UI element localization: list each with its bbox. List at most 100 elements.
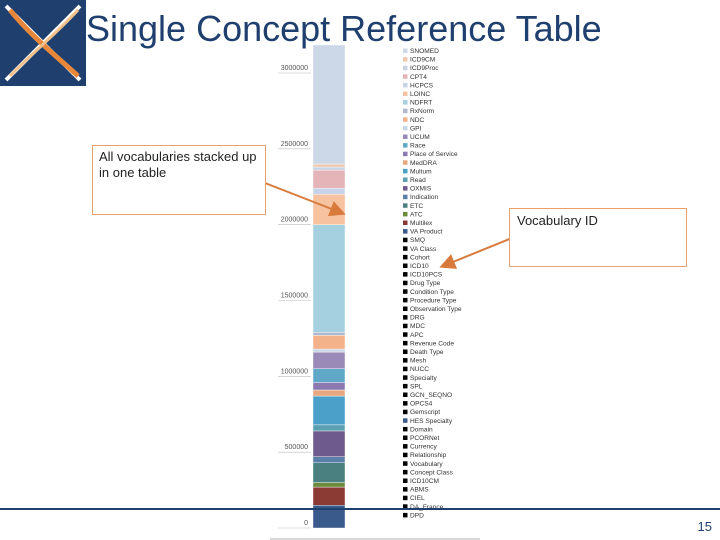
legend-label: Currency — [410, 444, 437, 451]
legend-swatch — [403, 478, 408, 483]
y-tick-label: 3000000 — [281, 65, 308, 72]
legend-swatch — [403, 469, 408, 475]
legend-swatch — [403, 444, 408, 449]
legend-swatch — [403, 74, 408, 79]
legend-swatch — [403, 203, 408, 208]
logo-light-arc — [8, 8, 80, 78]
legend-swatch — [403, 151, 408, 157]
legend-label: Multum — [410, 168, 432, 175]
legend-label: Drug Type — [410, 280, 441, 287]
stacked-bar-chart: 0 500000 1000000 1500000 2000000 2500000 30000… — [270, 45, 485, 540]
bottom-rule — [0, 508, 720, 510]
legend-swatch — [403, 297, 408, 303]
legend-label: DPD — [410, 512, 424, 519]
legend-label: DRG — [410, 315, 425, 322]
bar-segment — [312, 430, 346, 457]
y-tick-label: 1500000 — [281, 293, 308, 300]
legend-label: Relationship — [410, 452, 447, 459]
legend-label: ETC — [410, 203, 423, 210]
legend-label: Domain — [410, 426, 433, 433]
bar-segment — [312, 395, 346, 426]
legend-label: Revenue Code — [410, 340, 454, 347]
bar-segment — [312, 45, 346, 165]
legend-swatch — [403, 358, 408, 363]
legend-label: Specialty — [410, 375, 437, 382]
legend-swatch — [403, 340, 408, 346]
legend-swatch — [403, 160, 408, 165]
legend-label: Observation Type — [410, 306, 462, 313]
chart-svg: 0 500000 1000000 1500000 2000000 2500000 30000… — [270, 45, 480, 540]
legend-swatch — [403, 383, 408, 389]
legend-label: SPL — [410, 383, 423, 390]
y-tick-label: 0 — [304, 520, 308, 527]
legend-swatch — [403, 495, 408, 501]
legend-swatch — [403, 323, 408, 329]
legend-label: Read — [410, 177, 426, 184]
legend-swatch — [403, 82, 408, 88]
legend-swatch — [403, 366, 408, 372]
legend-swatch — [403, 289, 408, 294]
y-tick-label: 1000000 — [281, 368, 308, 375]
legend-label: Race — [410, 143, 426, 150]
legend-swatch — [403, 65, 408, 71]
legend-label: APC — [410, 332, 424, 339]
legend-swatch — [403, 186, 408, 191]
legend-swatch — [403, 272, 408, 277]
legend-label: ICD9Proc — [410, 65, 439, 72]
legend-label: HES Specialty — [410, 418, 453, 425]
legend-label: Death Type — [410, 349, 444, 356]
legend-label: MedDRA — [410, 160, 437, 167]
legend-label: VA Product — [410, 229, 443, 236]
legend-label: Mesh — [410, 358, 426, 365]
arrow-right — [439, 237, 513, 269]
legend-label: NDFRT — [410, 100, 432, 107]
legend-swatch — [403, 332, 408, 337]
callout-all-vocabularies: All vocabularies stacked up in one table — [92, 145, 266, 215]
bar-segment — [312, 224, 346, 333]
legend-swatch — [403, 91, 408, 96]
arrow-left — [264, 182, 346, 217]
legend-swatch — [403, 418, 408, 423]
y-tick-label: 2000000 — [281, 217, 308, 224]
legend-label: ICD10CM — [410, 478, 439, 485]
legend-swatch — [403, 254, 408, 260]
legend-swatch — [403, 194, 408, 200]
legend-swatch — [403, 211, 408, 217]
legend-label: Vocabulary — [410, 461, 443, 468]
legend-swatch — [403, 246, 408, 251]
legend-swatch — [403, 409, 408, 415]
legend-label: Multilex — [410, 220, 433, 227]
legend-swatch — [403, 177, 408, 182]
legend-swatch — [403, 117, 408, 122]
legend-label: DA_France — [410, 504, 444, 511]
legend-label: HCPCS — [410, 82, 434, 89]
legend-label: Condition Type — [410, 289, 454, 296]
legend-swatch — [403, 315, 408, 320]
legend-label: LOINC — [410, 91, 430, 98]
legend-label: RxNorm — [410, 108, 435, 115]
legend-swatch — [403, 504, 408, 509]
legend-swatch — [403, 48, 408, 53]
legend-label: GPI — [410, 125, 422, 132]
slide-title: Single Concept Reference Table — [86, 8, 602, 49]
legend-swatch — [403, 452, 408, 458]
legend-label: MDC — [410, 323, 425, 330]
legend-swatch — [403, 125, 408, 131]
legend-label: OPCS4 — [410, 401, 433, 408]
legend-swatch — [403, 229, 408, 234]
legend-label: VA Class — [410, 246, 437, 253]
legend-swatch — [403, 134, 408, 139]
legend-label: NDC — [410, 117, 425, 124]
legend-swatch — [403, 487, 408, 492]
bottom-bar — [0, 508, 720, 510]
legend-label: SMQ — [410, 237, 425, 244]
legend-label: ABMS — [410, 487, 429, 494]
legend-label: SNOMED — [410, 48, 439, 55]
legend-label: UCUM — [410, 134, 430, 141]
legend-swatch — [403, 143, 408, 148]
callout-vocabulary-id: Vocabulary ID — [509, 208, 687, 267]
legend-label: ICD10PCS — [410, 272, 443, 279]
legend-swatch — [403, 392, 408, 397]
legend-swatch — [403, 461, 408, 466]
